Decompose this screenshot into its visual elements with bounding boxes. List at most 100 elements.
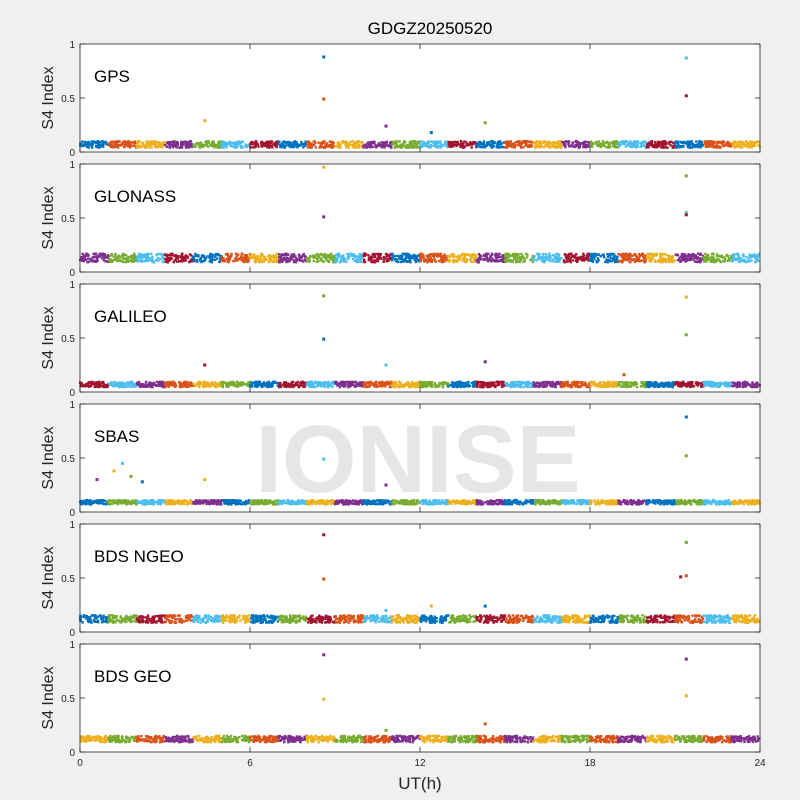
data-point	[616, 146, 620, 149]
data-point	[733, 140, 737, 143]
data-point	[742, 141, 745, 144]
data-point	[352, 253, 356, 256]
data-point	[261, 260, 264, 263]
data-point	[209, 253, 212, 256]
data-point	[176, 260, 179, 263]
data-point	[350, 380, 354, 383]
data-point	[195, 384, 198, 387]
data-point	[535, 140, 538, 144]
data-point	[394, 142, 397, 145]
data-point	[681, 255, 685, 258]
data-point	[269, 257, 272, 260]
data-point	[543, 146, 546, 149]
data-point	[203, 259, 207, 262]
data-point	[486, 256, 489, 260]
data-point	[373, 253, 376, 256]
data-point	[238, 382, 241, 385]
data-point	[452, 253, 455, 256]
data-point	[680, 141, 684, 144]
data-point	[670, 260, 673, 263]
data-point	[410, 382, 413, 385]
data-point	[607, 381, 611, 385]
data-point	[512, 382, 515, 385]
data-point	[239, 382, 243, 385]
data-point	[164, 144, 167, 147]
data-point	[520, 252, 523, 256]
data-point	[95, 257, 99, 260]
data-point	[541, 253, 545, 256]
data-point	[256, 254, 259, 258]
data-point	[624, 255, 627, 258]
data-point	[460, 253, 464, 256]
data-point	[254, 260, 257, 264]
data-point	[300, 140, 303, 144]
data-point	[698, 140, 701, 143]
data-point	[100, 257, 104, 260]
data-point	[486, 259, 489, 263]
data-point	[98, 383, 102, 386]
data-point	[432, 254, 436, 257]
data-point	[737, 145, 741, 148]
data-point	[175, 140, 179, 144]
data-point	[592, 383, 595, 386]
data-point	[119, 381, 123, 384]
data-point	[614, 260, 617, 264]
data-point	[176, 146, 179, 149]
data-point	[574, 385, 577, 388]
data-point	[504, 260, 507, 263]
data-point	[723, 256, 726, 259]
data-point	[519, 146, 523, 149]
data-point	[605, 145, 608, 149]
data-point	[134, 382, 137, 385]
data-point	[266, 384, 269, 387]
data-point	[382, 144, 385, 147]
data-point	[439, 252, 443, 256]
data-point	[318, 146, 321, 149]
data-point	[573, 382, 577, 386]
data-point	[306, 260, 309, 263]
data-point	[705, 259, 708, 263]
data-point	[658, 384, 661, 387]
data-point	[87, 257, 90, 260]
data-point	[93, 381, 96, 384]
data-point	[312, 383, 315, 387]
data-point	[742, 255, 745, 258]
data-point	[321, 260, 325, 263]
data-point	[614, 381, 618, 384]
data-point	[504, 141, 507, 144]
data-point	[392, 383, 395, 386]
data-point	[244, 143, 247, 147]
data-point	[289, 255, 292, 259]
data-point	[407, 146, 410, 149]
data-point	[515, 140, 518, 144]
data-point	[456, 142, 459, 145]
data-point	[701, 384, 705, 387]
data-point	[358, 382, 362, 385]
data-point	[630, 259, 633, 262]
data-point	[98, 141, 102, 144]
data-point	[419, 259, 422, 263]
data-point	[590, 145, 594, 148]
data-point	[317, 384, 320, 387]
data-point	[446, 145, 449, 149]
data-point	[494, 259, 498, 263]
data-point	[498, 383, 501, 386]
data-point	[732, 140, 735, 144]
data-point	[473, 255, 477, 259]
data-point	[327, 145, 330, 148]
data-point	[582, 257, 585, 260]
data-point	[367, 385, 370, 388]
data-point	[281, 260, 284, 263]
data-point	[145, 255, 148, 258]
data-point	[183, 259, 186, 262]
data-point	[524, 140, 527, 143]
data-point	[83, 255, 86, 259]
data-point	[380, 383, 383, 387]
data-point	[361, 141, 364, 144]
data-point	[323, 383, 326, 386]
data-point	[128, 382, 131, 385]
data-point	[285, 252, 288, 256]
data-point	[189, 144, 192, 147]
data-point	[700, 385, 703, 388]
